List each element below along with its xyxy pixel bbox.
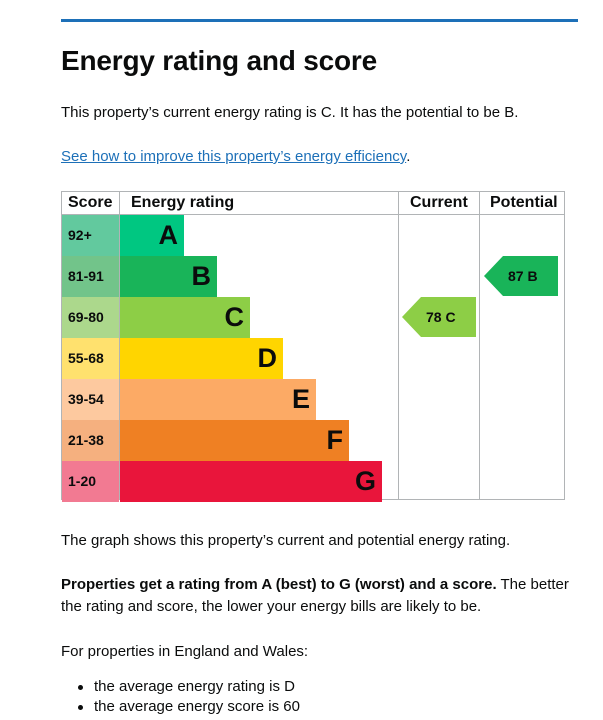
band-letter: G <box>354 466 376 496</box>
rating-explanation-rest: The better the rating and score, the low… <box>61 576 569 615</box>
band-letter: A <box>158 220 179 250</box>
energy-rating-graph: Score Energy rating Current Potential 92… <box>61 191 565 502</box>
band-score-a: 92+ <box>62 215 119 256</box>
current-rating-summary: This property’s current energy rating is… <box>61 104 519 121</box>
improve-link-paragraph: See how to improve this property’s energ… <box>61 146 410 168</box>
current-arrow-shape <box>402 297 476 337</box>
band-score-d: 55-68 <box>62 338 119 379</box>
potential-rating-arrow: 87 B <box>484 256 558 296</box>
potential-arrow-shape <box>484 256 558 296</box>
section-divider <box>61 19 578 22</box>
band-bar-e: E <box>120 379 316 420</box>
band-letter: E <box>291 384 310 414</box>
rating-explanation: Properties get a rating from A (best) to… <box>61 574 571 618</box>
score-column-divider <box>119 192 120 499</box>
graph-header-divider <box>62 214 564 215</box>
band-letter: D <box>257 343 278 373</box>
band-score-e: 39-54 <box>62 379 119 420</box>
band-bar-d: D <box>120 338 283 379</box>
graph-caption: The graph shows this property’s current … <box>61 532 511 549</box>
band-bar-g: G <box>120 461 382 502</box>
current-rating-arrow: 78 C <box>402 297 476 337</box>
band-bar-b: B <box>120 256 217 297</box>
improve-efficiency-link[interactable]: See how to improve this property’s energ… <box>61 148 407 165</box>
energy-rating-column-header: Energy rating <box>131 194 235 211</box>
page-title: Energy rating and score <box>61 45 377 76</box>
band-score-c: 69-80 <box>62 297 119 338</box>
band-bar-a: A <box>120 215 184 256</box>
band-bar-f: F <box>120 420 349 461</box>
current-column-divider <box>398 192 399 499</box>
current-column-header: Current <box>410 194 468 211</box>
region-note: For properties in England and Wales: <box>61 643 309 660</box>
list-item: the average energy score is 60 <box>78 697 300 717</box>
list-item: the average energy rating is D <box>78 677 300 697</box>
potential-rating-label: 87 B <box>508 268 538 284</box>
band-bar-c: C <box>120 297 250 338</box>
current-rating-label: 78 C <box>426 309 456 325</box>
band-letter: C <box>224 302 245 332</box>
band-letter: B <box>191 261 212 291</box>
band-score-b: 81-91 <box>62 256 119 297</box>
band-score-f: 21-38 <box>62 420 119 461</box>
band-letter: F <box>326 425 344 455</box>
score-column-header: Score <box>68 194 113 211</box>
average-ratings-list: the average energy rating is D the avera… <box>78 677 300 717</box>
rating-explanation-bold: Properties get a rating from A (best) to… <box>61 576 497 593</box>
band-score-g: 1-20 <box>62 461 119 502</box>
link-full-stop: . <box>406 148 411 165</box>
potential-column-header: Potential <box>490 194 558 211</box>
potential-column-divider <box>479 192 480 499</box>
